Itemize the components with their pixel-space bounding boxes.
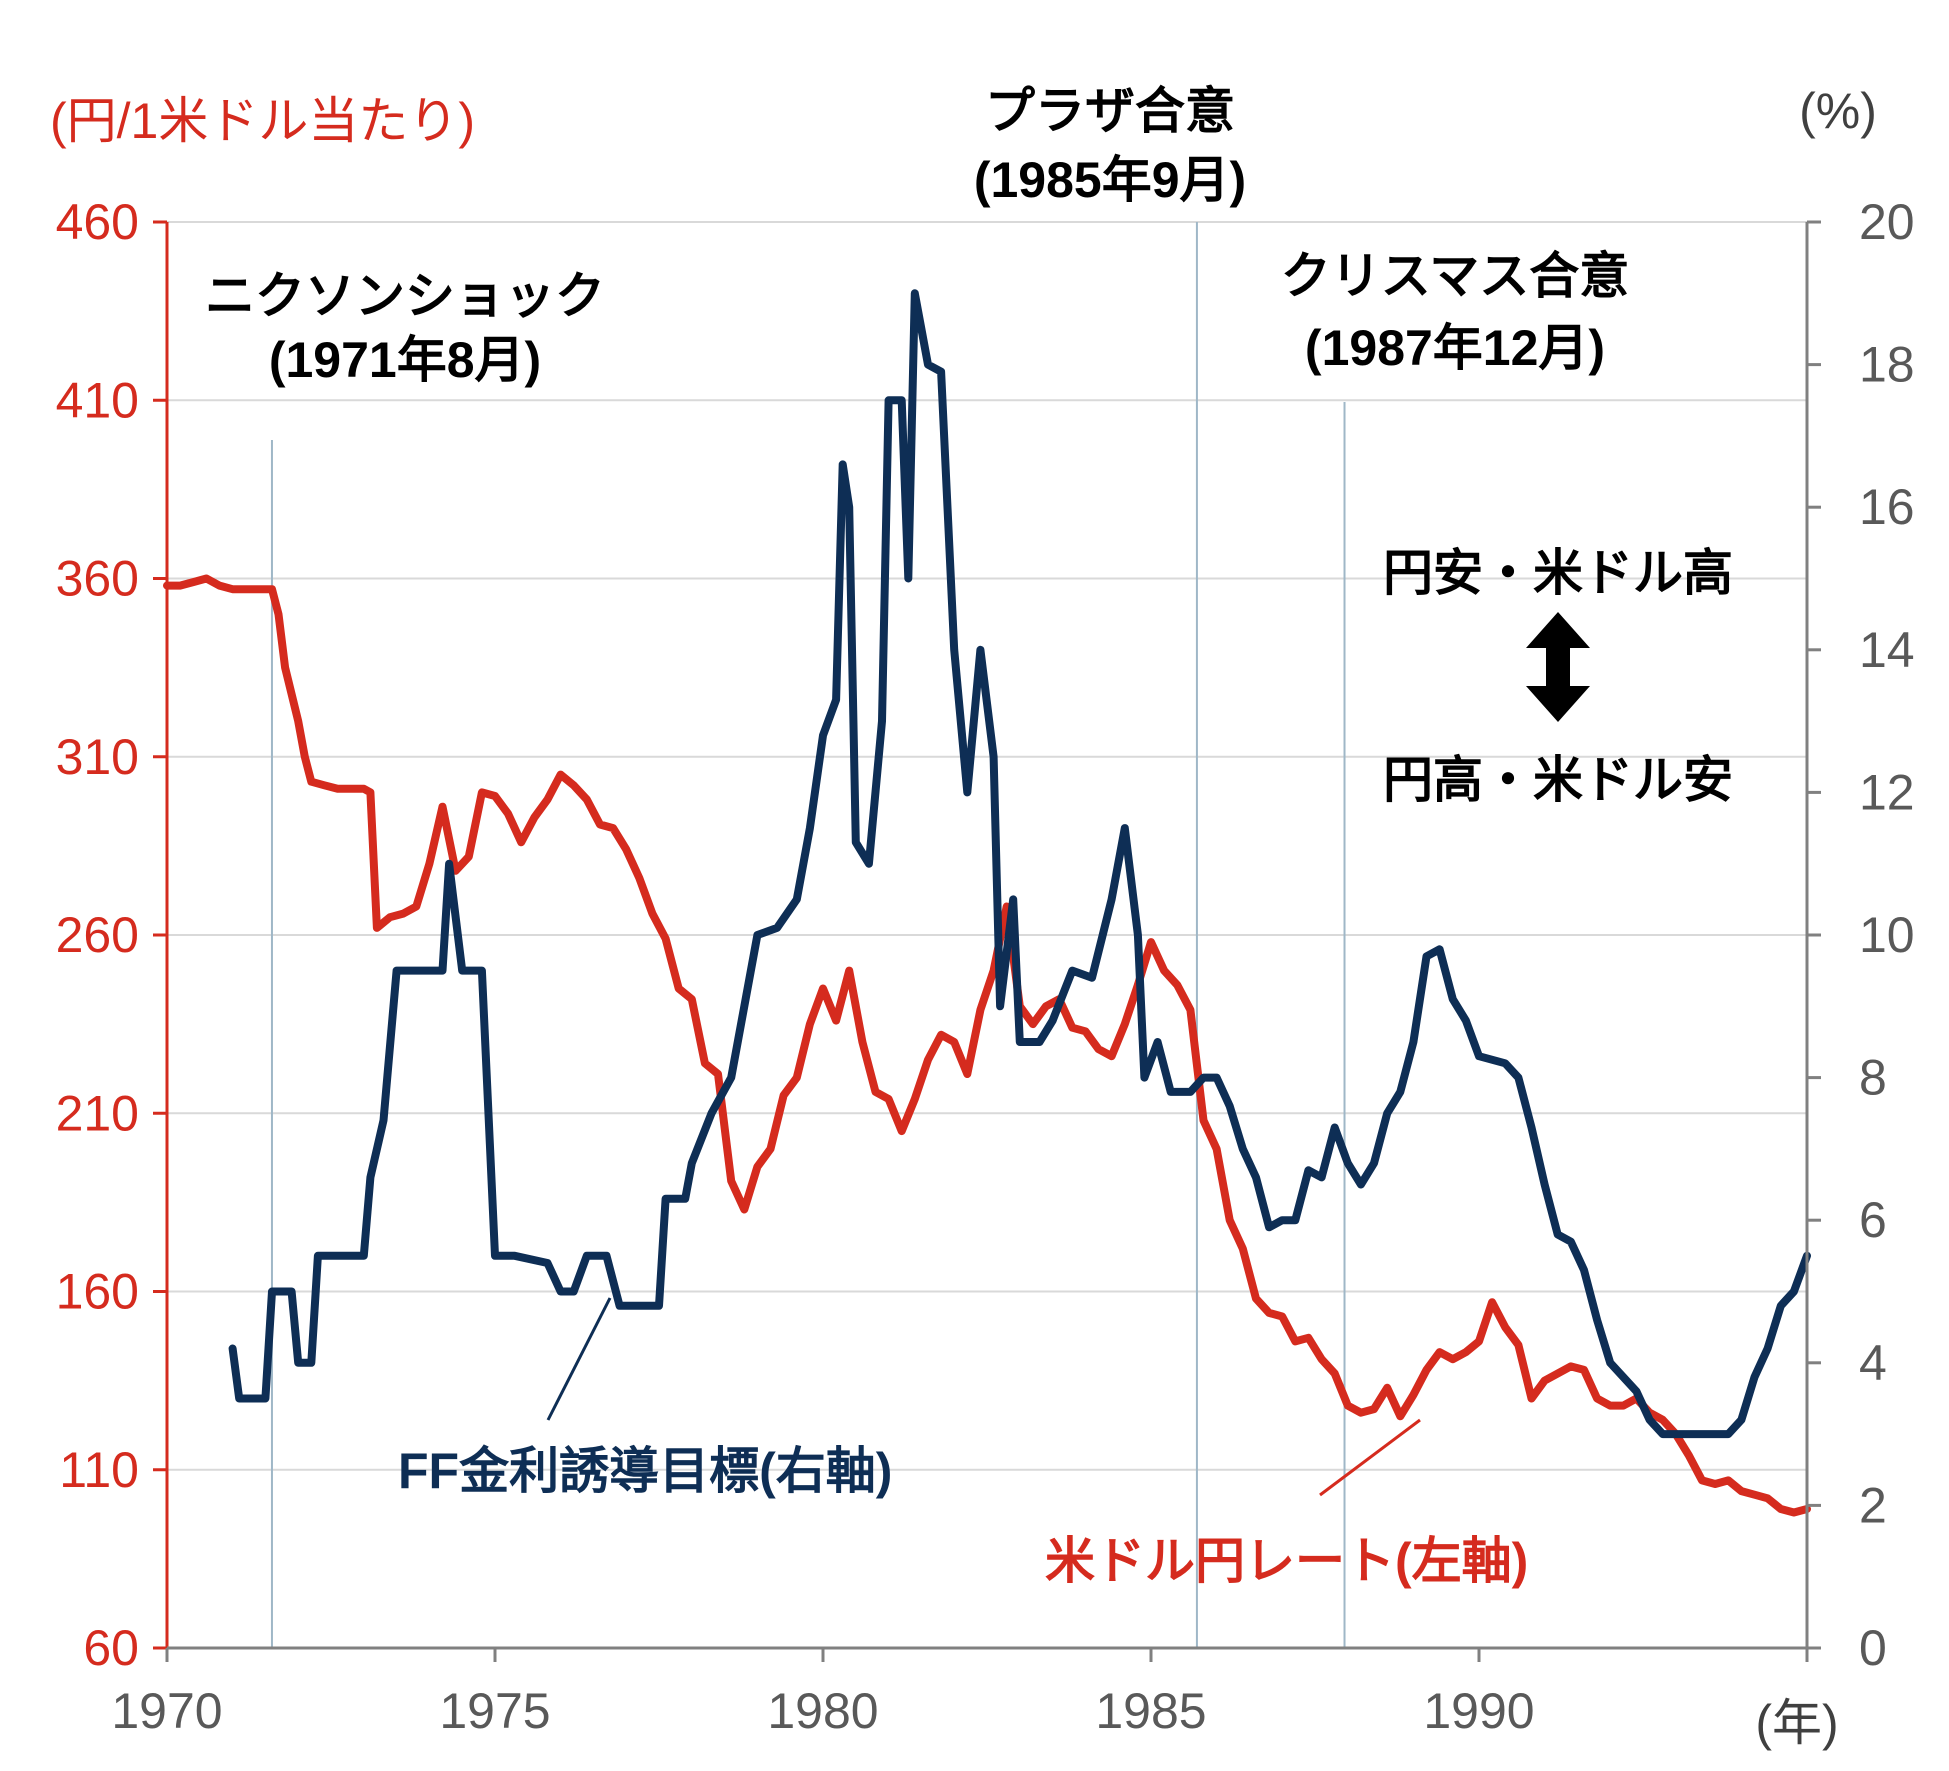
tick-left-label-310: 310: [56, 729, 139, 785]
y-left-unit-label: (円/1米ドル当たり): [50, 93, 475, 149]
tick-x-label-1990: 1990: [1423, 1683, 1534, 1739]
direction-note-top: 円安・米ドル高: [1383, 545, 1733, 601]
tick-left-label-360: 360: [56, 551, 139, 607]
gridlines: [167, 221, 1807, 1471]
series-label-usdjpy: 米ドル円レート(左軸): [1045, 1533, 1528, 1589]
tick-left-label-460: 460: [56, 194, 139, 250]
tick-x-label-1970: 1970: [111, 1683, 222, 1739]
axes: [153, 220, 1821, 1662]
x-unit-label: (年): [1755, 1695, 1838, 1751]
tick-right-label-20: 20: [1859, 194, 1915, 250]
tick-right-label-14: 14: [1859, 622, 1915, 678]
event-label-3-title: クリスマス合意: [1281, 248, 1630, 304]
tick-right-label-10: 10: [1859, 907, 1915, 963]
labels: 4604103603102602101601106020181614121086…: [50, 83, 1915, 1751]
tick-left-label-110: 110: [59, 1442, 139, 1498]
event-label-1-title: ニクソンショック: [205, 268, 605, 324]
tick-left-label-260: 260: [56, 907, 139, 963]
tick-right-label-0: 0: [1859, 1620, 1887, 1676]
tick-right-label-4: 4: [1859, 1335, 1887, 1391]
double-arrow-icon: [1526, 612, 1590, 722]
event-label-2-date: (1985年9月): [974, 152, 1246, 208]
event-label-1-date: (1971年8月): [269, 332, 541, 388]
event-label-2-title: プラザ合意: [985, 83, 1235, 139]
tick-right-label-8: 8: [1859, 1050, 1887, 1106]
leader-line-ff-rate: [546, 1297, 612, 1421]
tick-left-label-160: 160: [56, 1264, 139, 1320]
series-line-ff-rate: [228, 289, 1811, 1439]
series-line-usdjpy: [163, 574, 1811, 1517]
event-markers: [270, 222, 1346, 1648]
tick-left-label-210: 210: [56, 1085, 139, 1141]
data-series: [163, 289, 1811, 1517]
y-right-unit-label: (%): [1799, 83, 1877, 139]
tick-x-label-1975: 1975: [439, 1683, 550, 1739]
tick-right-label-2: 2: [1859, 1477, 1887, 1533]
event-label-3-date: (1987年12月): [1305, 320, 1605, 376]
tick-x-label-1980: 1980: [767, 1683, 878, 1739]
direction-note-bottom: 円高・米ドル安: [1383, 752, 1733, 808]
leader-line-usdjpy: [1319, 1418, 1421, 1497]
tick-left-label-60: 60: [83, 1620, 139, 1676]
series-label-ff-rate: FF金利誘導目標(右軸): [398, 1443, 892, 1499]
tick-left-label-410: 410: [56, 372, 139, 428]
tick-right-label-16: 16: [1859, 479, 1915, 535]
tick-right-label-6: 6: [1859, 1192, 1887, 1248]
tick-x-label-1985: 1985: [1095, 1683, 1206, 1739]
tick-right-label-18: 18: [1859, 337, 1915, 393]
tick-right-label-12: 12: [1859, 764, 1915, 820]
